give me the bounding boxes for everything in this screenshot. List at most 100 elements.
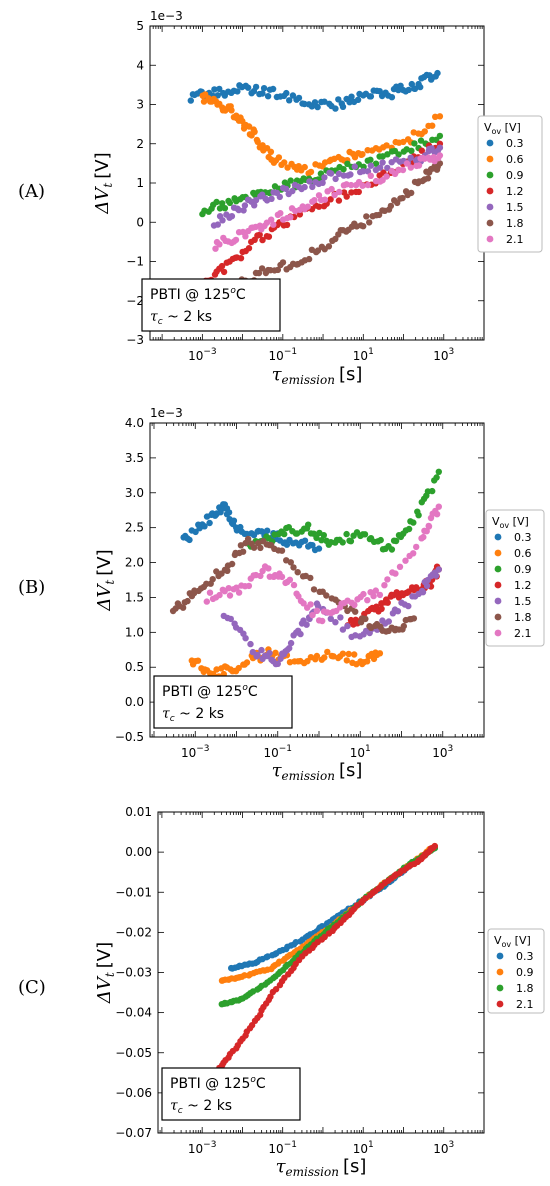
data-point [244, 535, 252, 543]
data-point [376, 88, 383, 95]
data-point [179, 604, 187, 611]
legend-item: 0.3 [486, 137, 524, 150]
annotation-box: PBTI @ 125oC τc ~ 2 ks [161, 1067, 301, 1121]
legend-marker [486, 235, 494, 243]
data-point [212, 245, 219, 252]
legend: Vov [V]0.3 0.9 1.8 2.1 [487, 928, 545, 1014]
data-point [266, 649, 273, 657]
legend-label: 0.6 [514, 547, 532, 560]
data-point [296, 211, 304, 218]
x-tick-label: 10−1 [263, 744, 292, 760]
series-2.1 [212, 152, 444, 252]
data-point [433, 474, 440, 481]
data-point [250, 544, 258, 551]
annotation-line-1: PBTI @ 125oC [150, 286, 246, 303]
y-tick-label: 5 [136, 19, 144, 33]
chart-panel-a: (A) 1e−3 10−3 10−1 101 103 −3 −2 −1 0 1 2 3 4 5 ΔVt[V] τ… [18, 9, 543, 387]
legend-item: 0.6 [494, 547, 532, 560]
legend-title: Vov [V] [484, 121, 521, 136]
data-point [343, 530, 350, 538]
legend-marker [496, 968, 504, 976]
x-tick-label: 10−3 [188, 1140, 217, 1156]
legend-item: 1.5 [494, 595, 532, 608]
data-point [300, 600, 307, 607]
data-point [194, 657, 202, 664]
data-point [372, 160, 380, 167]
data-point [313, 534, 320, 541]
data-point [245, 582, 253, 590]
data-point [339, 650, 347, 657]
data-point [362, 615, 369, 623]
data-point [351, 651, 358, 658]
data-point [336, 188, 343, 196]
legend-label: 0.9 [514, 563, 532, 576]
data-point [331, 191, 338, 199]
data-point [281, 530, 288, 538]
data-point [268, 216, 275, 223]
legend-item: 1.2 [494, 579, 532, 592]
data-point [219, 200, 226, 207]
legend-frame [485, 509, 545, 647]
data-point [235, 589, 243, 596]
data-point [364, 597, 371, 604]
data-point [435, 468, 442, 475]
axis-multiplier: 1e−3 [150, 406, 183, 420]
legend-marker [486, 139, 494, 147]
data-point [323, 592, 330, 599]
x-tick-label: 10−1 [269, 347, 298, 363]
data-point [392, 537, 400, 545]
series-1.5 [210, 144, 444, 229]
legend: Vov [V]0.3 0.6 0.9 1.2 1.5 1.8 2.1 [485, 509, 545, 647]
legend-frame [477, 115, 543, 253]
data-point [242, 635, 249, 642]
data-point [220, 268, 228, 276]
data-point [287, 559, 294, 566]
data-point [419, 589, 427, 596]
data-point [408, 147, 415, 154]
legend-item: 0.9 [486, 169, 524, 182]
data-point [394, 608, 402, 615]
legend-label: 1.5 [514, 595, 532, 608]
y-tick-label: 1 [136, 176, 144, 190]
y-tick-label: 0.01 [125, 805, 152, 819]
data-point [433, 511, 441, 518]
data-point [402, 557, 409, 564]
data-point [395, 166, 402, 174]
data-point [310, 586, 318, 593]
data-point [258, 265, 266, 272]
data-point [226, 592, 234, 599]
data-point [256, 231, 263, 238]
x-axis-label: τemission [s] [276, 1156, 367, 1179]
data-point [355, 188, 362, 196]
data-point [234, 88, 241, 95]
data-point [332, 175, 339, 183]
legend-item: 0.9 [496, 966, 534, 979]
data-point [354, 96, 362, 104]
data-point [411, 85, 419, 93]
data-point [436, 144, 444, 151]
data-point [429, 122, 436, 129]
data-point [343, 657, 350, 664]
data-point [247, 640, 254, 648]
data-point [327, 170, 335, 177]
data-point [367, 172, 374, 179]
x-axis-label: τemission [s] [272, 760, 363, 783]
data-point [249, 648, 256, 656]
data-point [286, 97, 293, 104]
data-point [290, 581, 298, 589]
y-axis-label: ΔVt[V] [94, 942, 117, 1004]
data-point [436, 132, 444, 140]
legend-label: 1.2 [514, 579, 532, 592]
data-point [319, 617, 326, 625]
data-point [378, 605, 385, 612]
x-tick-label: 103 [433, 1140, 454, 1156]
y-tick-label: 1.0 [125, 625, 144, 639]
data-point [328, 185, 335, 193]
data-point [367, 93, 375, 100]
data-point [187, 97, 194, 104]
data-point [277, 210, 284, 217]
data-point [311, 197, 318, 204]
data-point [384, 151, 391, 158]
data-point [237, 255, 245, 262]
